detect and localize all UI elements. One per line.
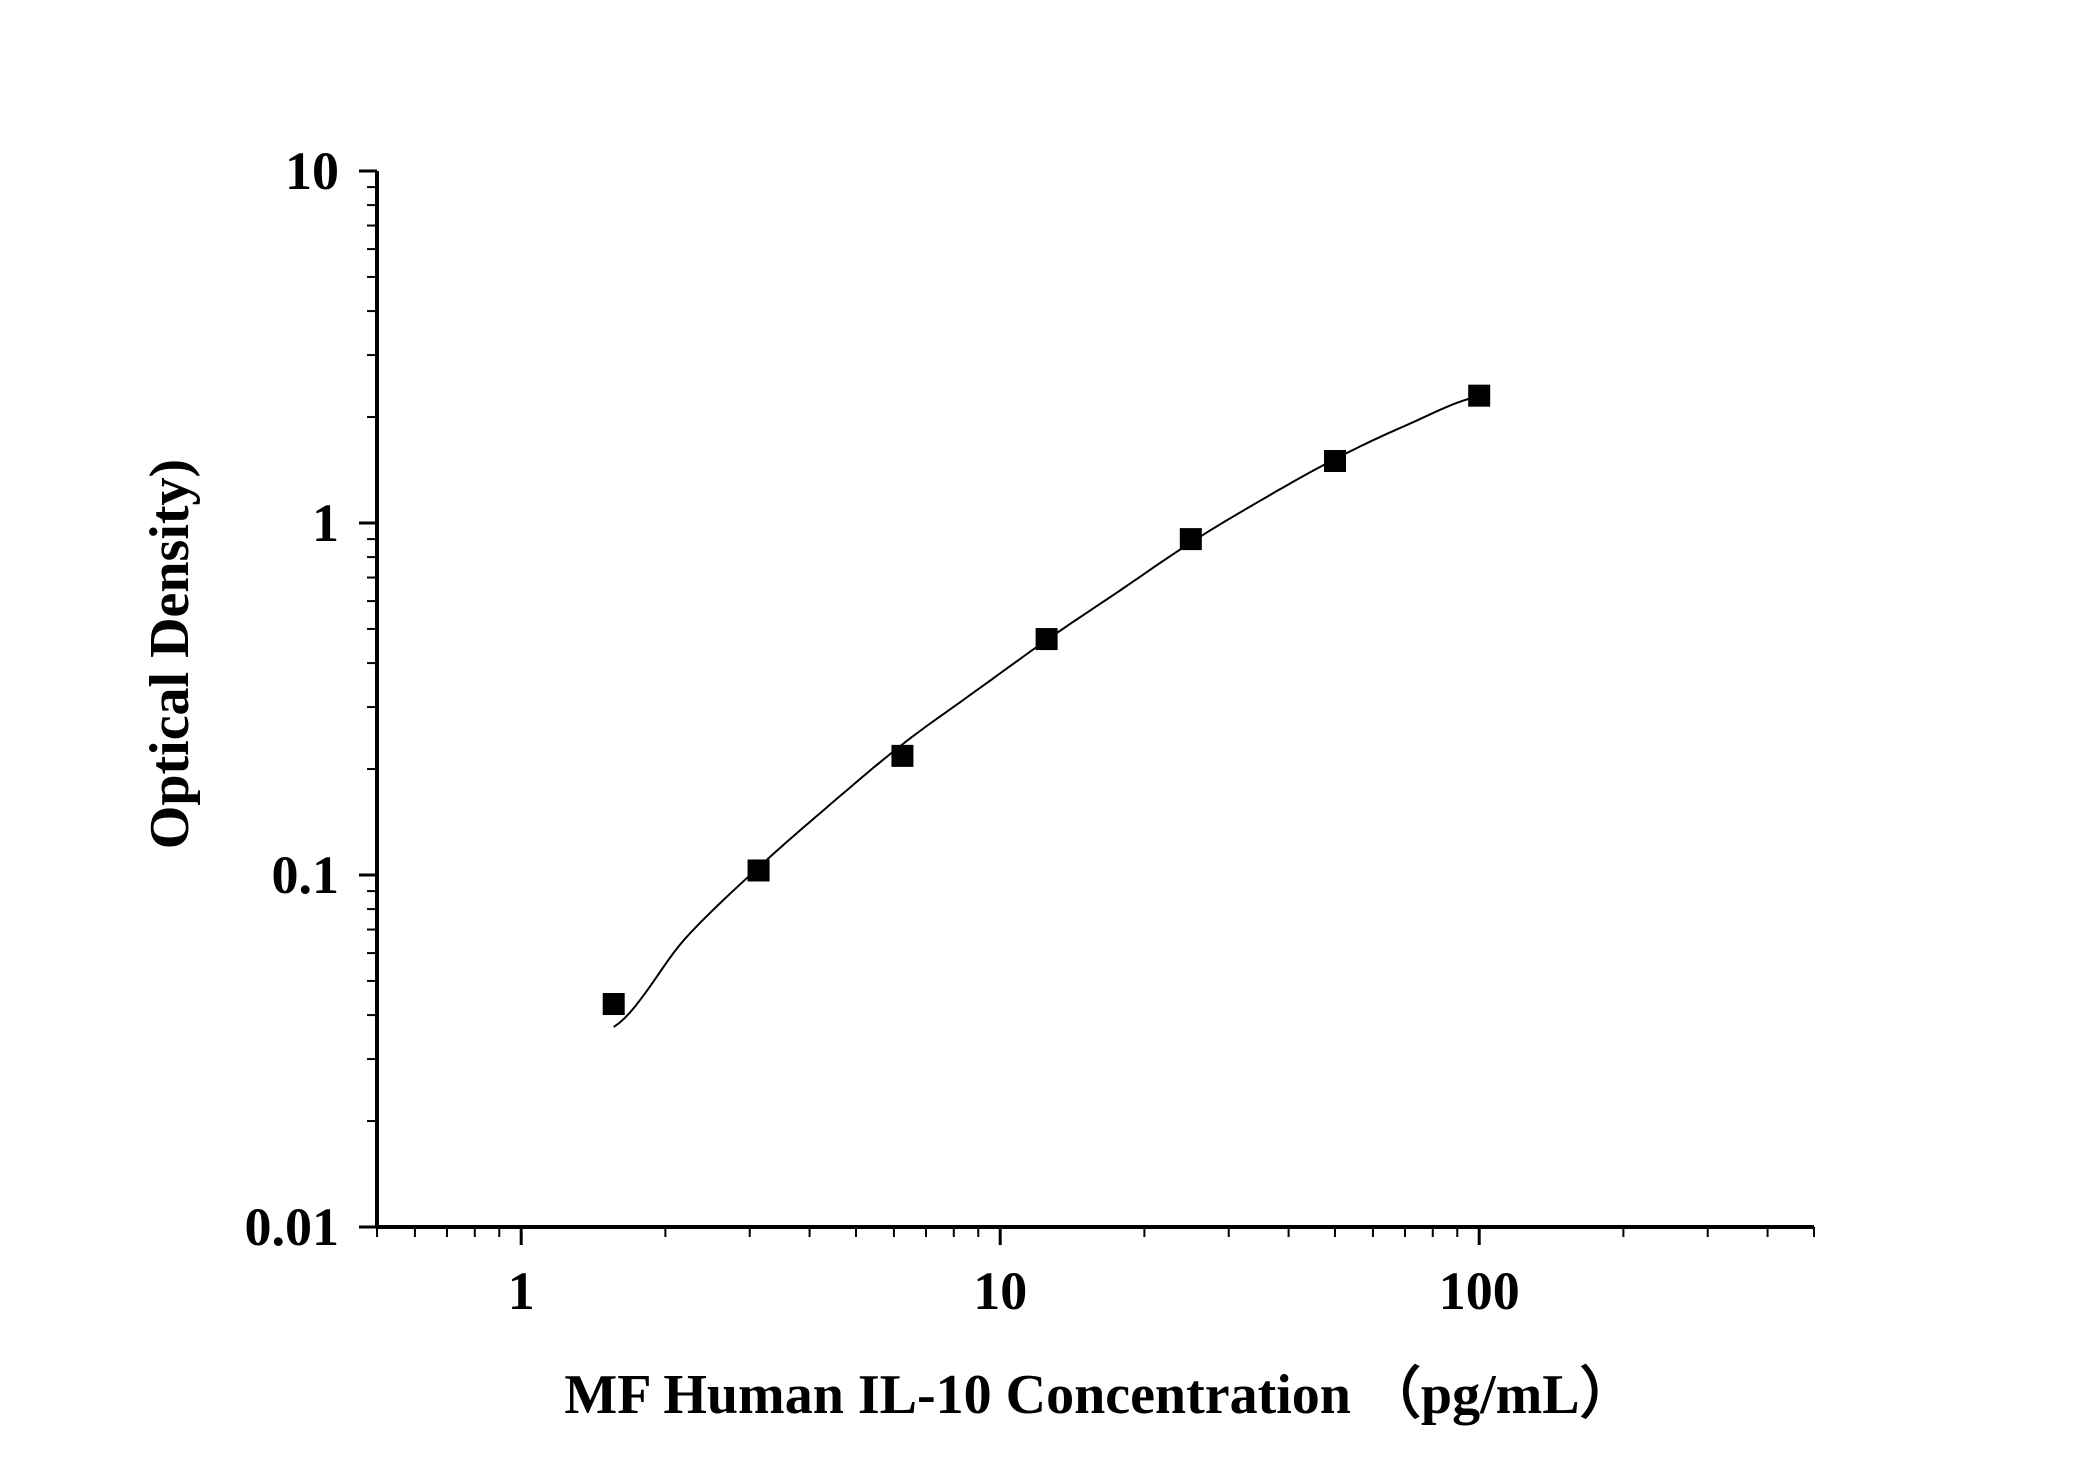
data-point-marker (747, 859, 770, 882)
x-axis-ticks (376, 1227, 1815, 1245)
data-point-marker (1035, 628, 1058, 651)
data-point-marker (891, 744, 914, 767)
y-axis-tick-labels: 0.01 0.1 1 10 (245, 141, 340, 1257)
x-tick-label: 1 (508, 1261, 535, 1321)
data-point-marker (602, 993, 625, 1016)
data-point-marker (1179, 528, 1202, 551)
x-tick-label: 100 (1439, 1261, 1520, 1321)
data-point-marker (1324, 450, 1346, 473)
y-tick-label: 0.1 (272, 845, 340, 905)
y-tick-label: 0.01 (245, 1197, 340, 1257)
axes (375, 171, 1814, 1229)
y-tick-label: 10 (285, 141, 339, 201)
x-tick-label: 10 (973, 1261, 1027, 1321)
y-axis-ticks (359, 169, 377, 1229)
data-point-marker (1468, 384, 1491, 407)
data-points (602, 384, 1491, 1016)
x-axis-tick-labels: 1 10 100 (508, 1261, 1520, 1321)
y-tick-label: 1 (312, 493, 339, 553)
y-axis-title: Optical Density) (139, 459, 201, 849)
x-axis-title: MF Human IL-10 Concentration （pg/mL） (564, 1363, 1635, 1426)
